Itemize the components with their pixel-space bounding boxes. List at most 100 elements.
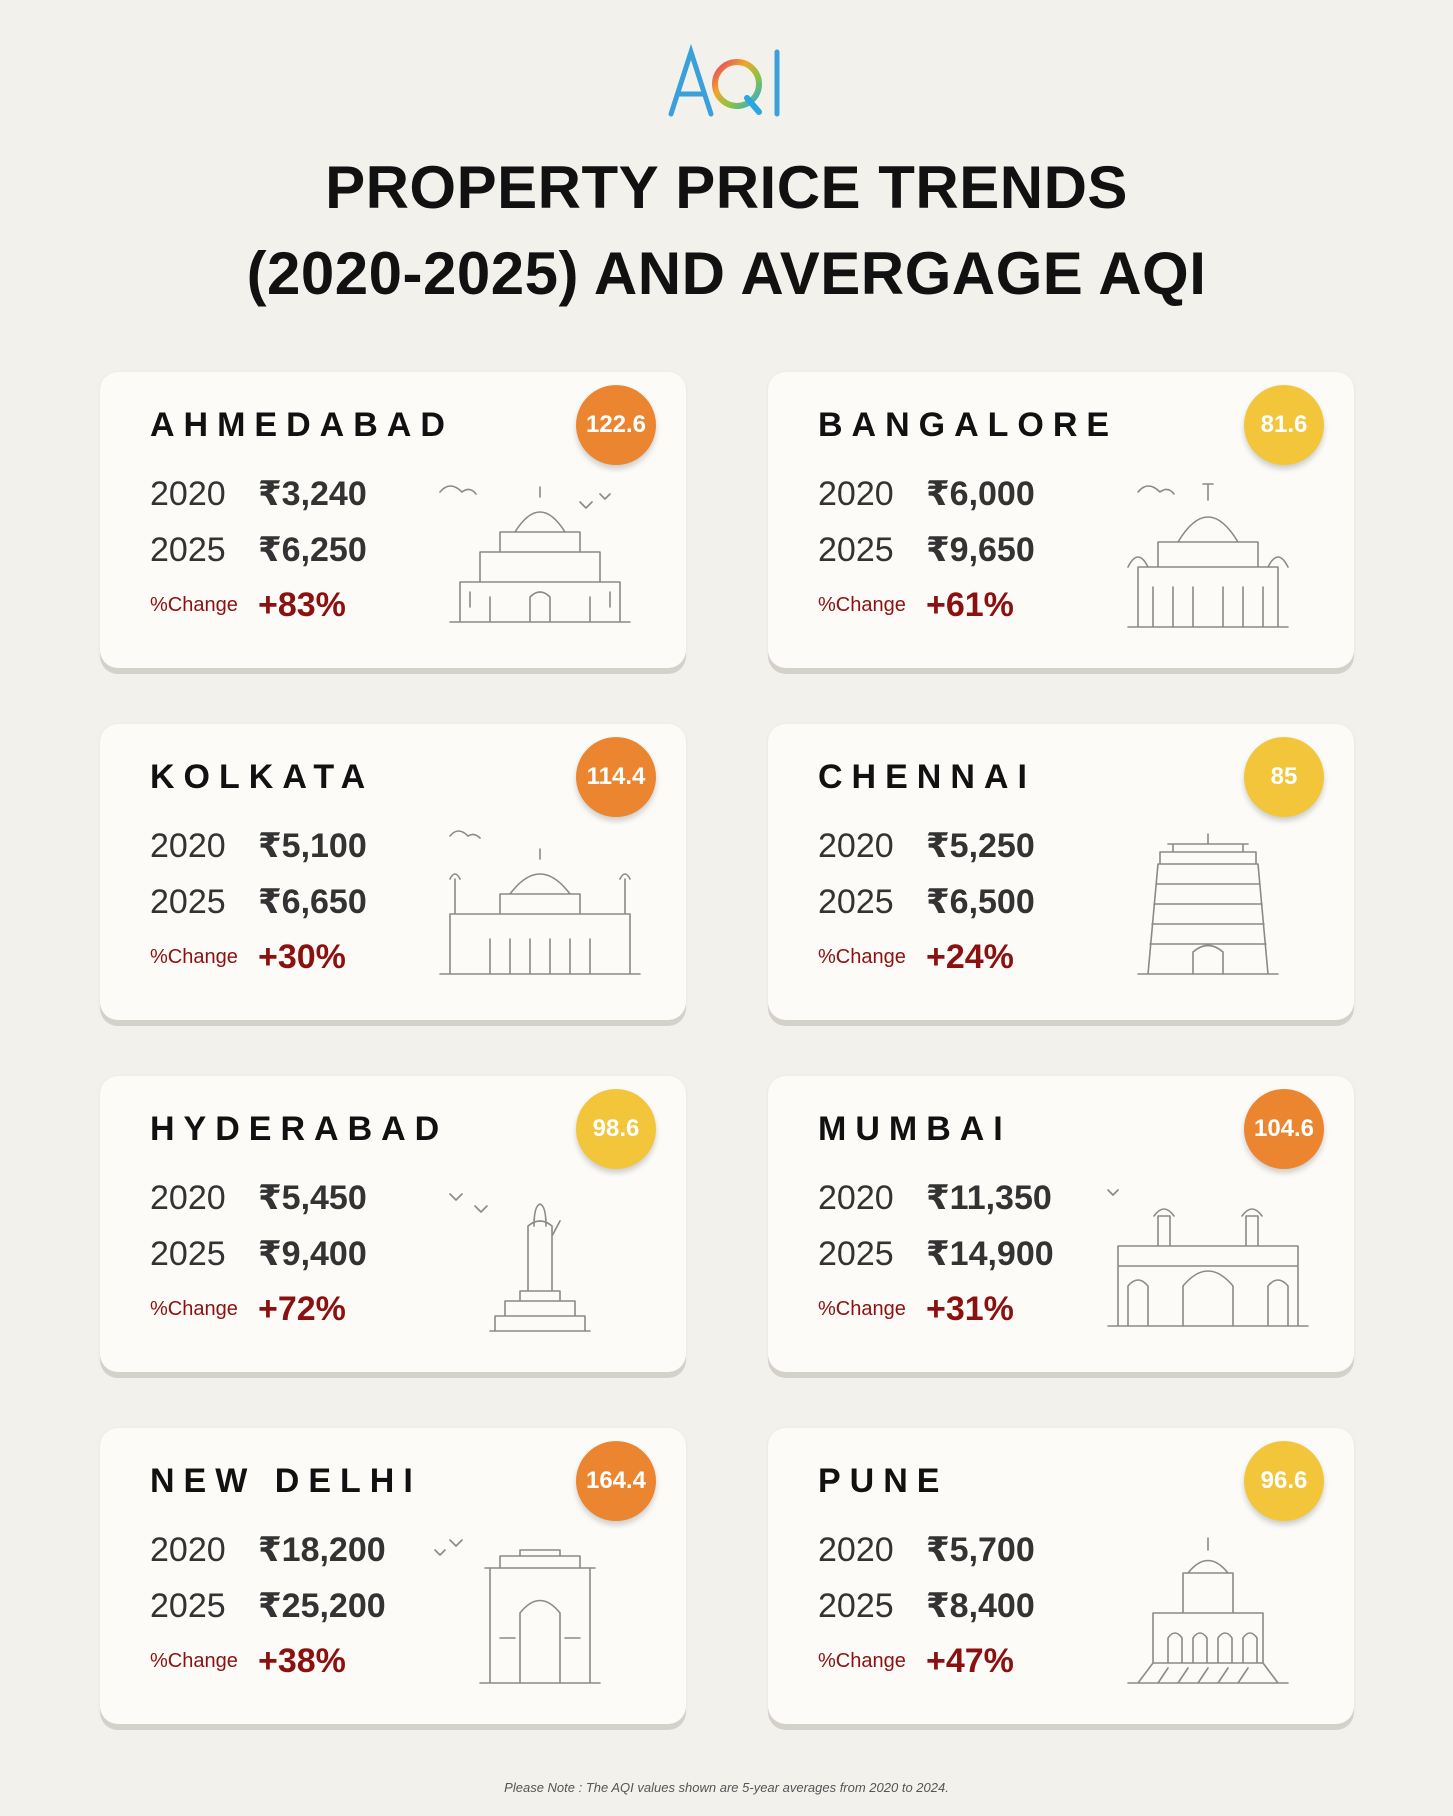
city-card: PUNE 96.6 2020 ₹5,700 2025 ₹8,400 %Change +47% xyxy=(768,1428,1354,1724)
price-value: ₹3,240 xyxy=(258,475,367,513)
title-line-1: PROPERTY PRICE TRENDS xyxy=(325,154,1128,221)
price-row-2025: 2025 ₹6,650 xyxy=(150,882,367,922)
aqi-logo xyxy=(0,42,1453,132)
change-value: +61% xyxy=(926,586,1014,624)
price-row-2025: 2025 ₹9,400 xyxy=(150,1234,367,1274)
price-row-2025: 2025 ₹6,250 xyxy=(150,530,367,570)
footnote: Please Note : The AQI values shown are 5… xyxy=(504,1780,949,1795)
price-value: ₹6,500 xyxy=(926,883,1035,921)
year-label: 2025 xyxy=(150,531,226,569)
price-row-2020: 2020 ₹11,350 xyxy=(818,1178,1052,1218)
price-row-2020: 2020 ₹18,200 xyxy=(150,1530,386,1570)
price-row-2025: 2025 ₹14,900 xyxy=(818,1234,1054,1274)
change-label: %Change xyxy=(818,1298,906,1320)
price-row-2025: 2025 ₹9,650 xyxy=(818,530,1035,570)
price-row-2020: 2020 ₹5,100 xyxy=(150,826,367,866)
aqi-badge: 81.6 xyxy=(1244,385,1324,465)
year-label: 2025 xyxy=(818,531,894,569)
aqi-badge: 114.4 xyxy=(576,737,656,817)
price-row-2020: 2020 ₹3,240 xyxy=(150,474,367,514)
change-value: +24% xyxy=(926,938,1014,976)
change-row: %Change +47% xyxy=(818,1642,1014,1681)
city-card: CHENNAI 85 2020 ₹5,250 2025 ₹6,500 %Change +24% xyxy=(768,724,1354,1020)
year-label: 2020 xyxy=(150,475,226,513)
price-row-2025: 2025 ₹8,400 xyxy=(818,1586,1035,1626)
year-label: 2025 xyxy=(150,1587,226,1625)
city-name: PUNE xyxy=(818,1462,949,1500)
city-name: AHMEDABAD xyxy=(150,406,454,444)
aqi-badge: 98.6 xyxy=(576,1089,656,1169)
change-row: %Change +24% xyxy=(818,938,1014,977)
buddha-statue-icon xyxy=(449,1193,591,1332)
year-label: 2025 xyxy=(818,1235,894,1273)
price-row-2020: 2020 ₹6,000 xyxy=(818,474,1035,514)
aqi-badge: 85 xyxy=(1244,737,1324,817)
change-value: +47% xyxy=(926,1642,1014,1680)
change-value: +31% xyxy=(926,1290,1014,1328)
change-row: %Change +72% xyxy=(150,1290,346,1329)
city-card: AHMEDABAD 122.6 2020 ₹3,240 2025 ₹6,250 %Chang… xyxy=(100,372,686,668)
temple-dome-icon xyxy=(439,485,631,623)
year-label: 2020 xyxy=(150,1531,226,1569)
change-label: %Change xyxy=(150,1650,238,1672)
price-value: ₹14,900 xyxy=(926,1235,1054,1273)
price-value: ₹18,200 xyxy=(258,1531,386,1569)
aqi-badge: 104.6 xyxy=(1244,1089,1324,1169)
price-value: ₹6,250 xyxy=(258,531,367,569)
price-value: ₹5,250 xyxy=(926,827,1035,865)
change-value: +83% xyxy=(258,586,346,624)
page-title: PROPERTY PRICE TRENDS (2020-2025) AND AV… xyxy=(0,145,1453,317)
city-name: HYDERABAD xyxy=(150,1110,449,1148)
city-card: NEW DELHI 164.4 2020 ₹18,200 2025 ₹25,200 %Cha… xyxy=(100,1428,686,1724)
city-card: KOLKATA 114.4 2020 ₹5,100 2025 ₹6,650 %Change +… xyxy=(100,724,686,1020)
year-label: 2020 xyxy=(150,1179,226,1217)
change-label: %Change xyxy=(150,594,238,616)
price-row-2025: 2025 ₹25,200 xyxy=(150,1586,386,1626)
change-row: %Change +83% xyxy=(150,586,346,625)
city-name: BANGALORE xyxy=(818,406,1119,444)
price-row-2020: 2020 ₹5,450 xyxy=(150,1178,367,1218)
shaniwar-wada-icon xyxy=(1127,1537,1289,1684)
year-label: 2025 xyxy=(818,1587,894,1625)
year-label: 2020 xyxy=(818,1531,894,1569)
price-value: ₹5,100 xyxy=(258,827,367,865)
city-name: MUMBAI xyxy=(818,1110,1012,1148)
price-row-2025: 2025 ₹6,500 xyxy=(818,882,1035,922)
change-label: %Change xyxy=(818,594,906,616)
price-value: ₹6,000 xyxy=(926,475,1035,513)
price-value: ₹6,650 xyxy=(258,883,367,921)
price-value: ₹9,400 xyxy=(258,1235,367,1273)
city-name: CHENNAI xyxy=(818,758,1036,796)
year-label: 2025 xyxy=(818,883,894,921)
title-line-2: (2020-2025) AND AVERGAGE AQI xyxy=(246,240,1207,307)
year-label: 2020 xyxy=(150,827,226,865)
change-label: %Change xyxy=(818,1650,906,1672)
year-label: 2020 xyxy=(818,827,894,865)
price-value: ₹5,450 xyxy=(258,1179,367,1217)
aqi-badge: 122.6 xyxy=(576,385,656,465)
price-value: ₹8,400 xyxy=(926,1587,1035,1625)
year-label: 2020 xyxy=(818,475,894,513)
city-name: KOLKATA xyxy=(150,758,375,796)
aqi-badge: 164.4 xyxy=(576,1441,656,1521)
year-label: 2020 xyxy=(818,1179,894,1217)
price-row-2020: 2020 ₹5,700 xyxy=(818,1530,1035,1570)
change-row: %Change +38% xyxy=(150,1642,346,1681)
price-value: ₹25,200 xyxy=(258,1587,386,1625)
price-value: ₹5,700 xyxy=(926,1531,1035,1569)
change-row: %Change +30% xyxy=(150,938,346,977)
city-card: MUMBAI 104.6 2020 ₹11,350 2025 ₹14,900 %Change… xyxy=(768,1076,1354,1372)
change-row: %Change +31% xyxy=(818,1290,1014,1329)
city-card: BANGALORE 81.6 2020 ₹6,000 2025 ₹9,650 %Change… xyxy=(768,372,1354,668)
change-row: %Change +61% xyxy=(818,586,1014,625)
year-label: 2025 xyxy=(150,1235,226,1273)
price-value: ₹11,350 xyxy=(926,1179,1052,1217)
price-row-2020: 2020 ₹5,250 xyxy=(818,826,1035,866)
india-gate-icon xyxy=(434,1539,601,1684)
change-value: +38% xyxy=(258,1642,346,1680)
change-value: +30% xyxy=(258,938,346,976)
gateway-of-india-icon xyxy=(1107,1189,1309,1327)
city-card: HYDERABAD 98.6 2020 ₹5,450 2025 ₹9,400 %Change… xyxy=(100,1076,686,1372)
change-label: %Change xyxy=(818,946,906,968)
change-value: +72% xyxy=(258,1290,346,1328)
